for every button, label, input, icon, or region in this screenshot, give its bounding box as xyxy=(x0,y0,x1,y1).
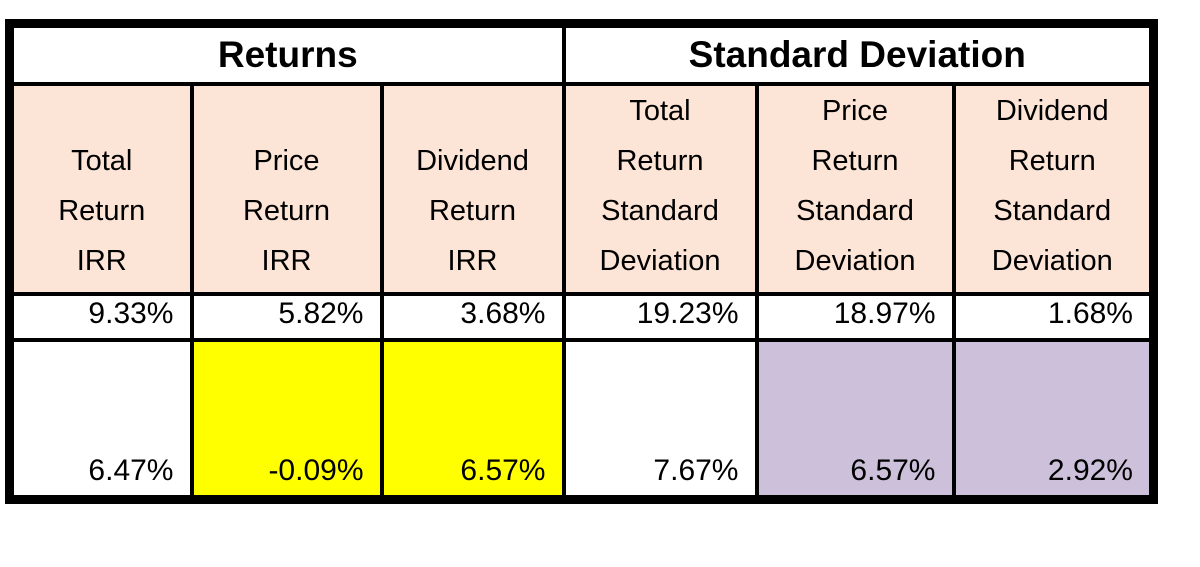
header-dividend-return-irr: Dividend Return IRR xyxy=(379,81,566,296)
value-cell: 3.68% xyxy=(379,291,566,342)
value-cell: 1.68% xyxy=(951,291,1156,342)
header-total-return-std-dev: Total Return Standard Deviation xyxy=(561,81,759,296)
header-price-return-std-dev: Price Return Standard Deviation xyxy=(754,81,956,296)
header-dividend-return-std-dev: Dividend Return Standard Deviation xyxy=(951,81,1156,296)
returns-section-title: Returns xyxy=(7,21,566,86)
std-dev-section-title: Standard Deviation xyxy=(561,21,1156,86)
value-row-1: 9.33% 5.82% 3.68% 19.23% 18.97% 1.68% xyxy=(7,291,1156,342)
value-cell: 19.23% xyxy=(561,291,759,342)
value-cell: 7.67% xyxy=(561,337,759,502)
value-cell: 9.33% xyxy=(7,291,194,342)
column-header-row: Total Return IRR Price Return IRR Divide… xyxy=(7,81,1156,296)
value-cell: 6.47% xyxy=(7,337,194,502)
value-cell-highlighted: -0.09% xyxy=(189,337,384,502)
value-cell: 18.97% xyxy=(754,291,956,342)
value-cell-highlighted: 6.57% xyxy=(754,337,956,502)
value-row-2: 6.47% -0.09% 6.57% 7.67% 6.57% 2.92% xyxy=(7,337,1156,502)
returns-and-std-dev-table: Returns Standard Deviation Total Return … xyxy=(5,19,1158,504)
value-cell-highlighted: 6.57% xyxy=(379,337,566,502)
header-price-return-irr: Price Return IRR xyxy=(189,81,384,296)
header-total-return-irr: Total Return IRR xyxy=(7,81,194,296)
value-cell-highlighted: 2.92% xyxy=(951,337,1156,502)
value-cell: 5.82% xyxy=(189,291,384,342)
section-title-row: Returns Standard Deviation xyxy=(7,21,1156,86)
